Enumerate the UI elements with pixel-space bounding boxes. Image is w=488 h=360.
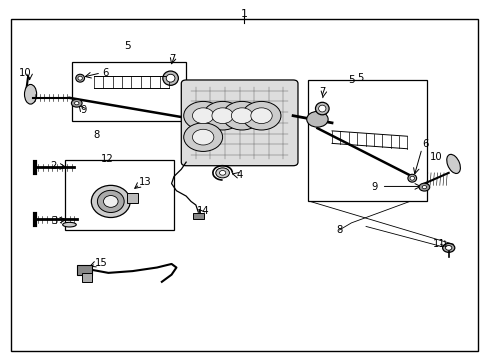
Ellipse shape: [71, 99, 82, 107]
Text: 5: 5: [356, 73, 363, 83]
Ellipse shape: [409, 176, 414, 180]
Ellipse shape: [315, 102, 328, 115]
Bar: [307, 80, 426, 202]
Ellipse shape: [62, 222, 76, 227]
Text: 11: 11: [432, 239, 445, 249]
Ellipse shape: [74, 102, 79, 105]
Text: 8: 8: [93, 130, 99, 140]
Ellipse shape: [442, 243, 454, 252]
Ellipse shape: [78, 76, 82, 80]
Circle shape: [306, 111, 327, 127]
Text: 8: 8: [336, 225, 342, 235]
Ellipse shape: [421, 185, 426, 189]
Ellipse shape: [446, 154, 459, 174]
Bar: [72, 62, 186, 121]
FancyBboxPatch shape: [181, 80, 297, 166]
Bar: [81, 273, 92, 282]
Text: 7: 7: [319, 87, 325, 98]
Circle shape: [231, 108, 252, 123]
Text: 5: 5: [124, 41, 131, 51]
Text: 14: 14: [197, 206, 209, 216]
Text: 10: 10: [429, 152, 442, 162]
Ellipse shape: [318, 105, 325, 112]
Circle shape: [203, 102, 242, 130]
Text: 7: 7: [169, 54, 175, 64]
Circle shape: [211, 108, 233, 123]
Bar: [64, 160, 174, 230]
Ellipse shape: [24, 85, 37, 104]
Ellipse shape: [76, 74, 84, 82]
Ellipse shape: [91, 185, 130, 217]
Text: 10: 10: [19, 68, 31, 78]
Ellipse shape: [97, 190, 124, 212]
Text: 6: 6: [102, 68, 109, 78]
Text: 1: 1: [241, 9, 247, 19]
Circle shape: [183, 123, 222, 152]
Circle shape: [250, 108, 272, 123]
Ellipse shape: [163, 71, 178, 85]
Text: 9: 9: [80, 105, 86, 115]
Text: 5: 5: [347, 75, 354, 85]
Text: 13: 13: [139, 177, 151, 187]
Text: 9: 9: [371, 182, 377, 192]
Ellipse shape: [407, 174, 416, 182]
Text: 3: 3: [51, 216, 57, 226]
Text: 2: 2: [51, 161, 57, 171]
Ellipse shape: [418, 183, 429, 191]
Circle shape: [192, 108, 213, 123]
Ellipse shape: [215, 168, 229, 178]
Bar: [126, 193, 137, 203]
Circle shape: [242, 102, 281, 130]
Bar: [193, 213, 203, 219]
Circle shape: [183, 102, 222, 130]
Text: 15: 15: [95, 258, 107, 268]
Ellipse shape: [445, 246, 451, 250]
Text: 6: 6: [421, 139, 427, 149]
Bar: [77, 265, 92, 275]
Text: 4: 4: [236, 170, 242, 180]
Ellipse shape: [166, 74, 175, 82]
Ellipse shape: [219, 171, 225, 175]
Ellipse shape: [103, 195, 118, 207]
Circle shape: [192, 129, 213, 145]
Text: 12: 12: [101, 154, 114, 164]
Circle shape: [222, 102, 261, 130]
